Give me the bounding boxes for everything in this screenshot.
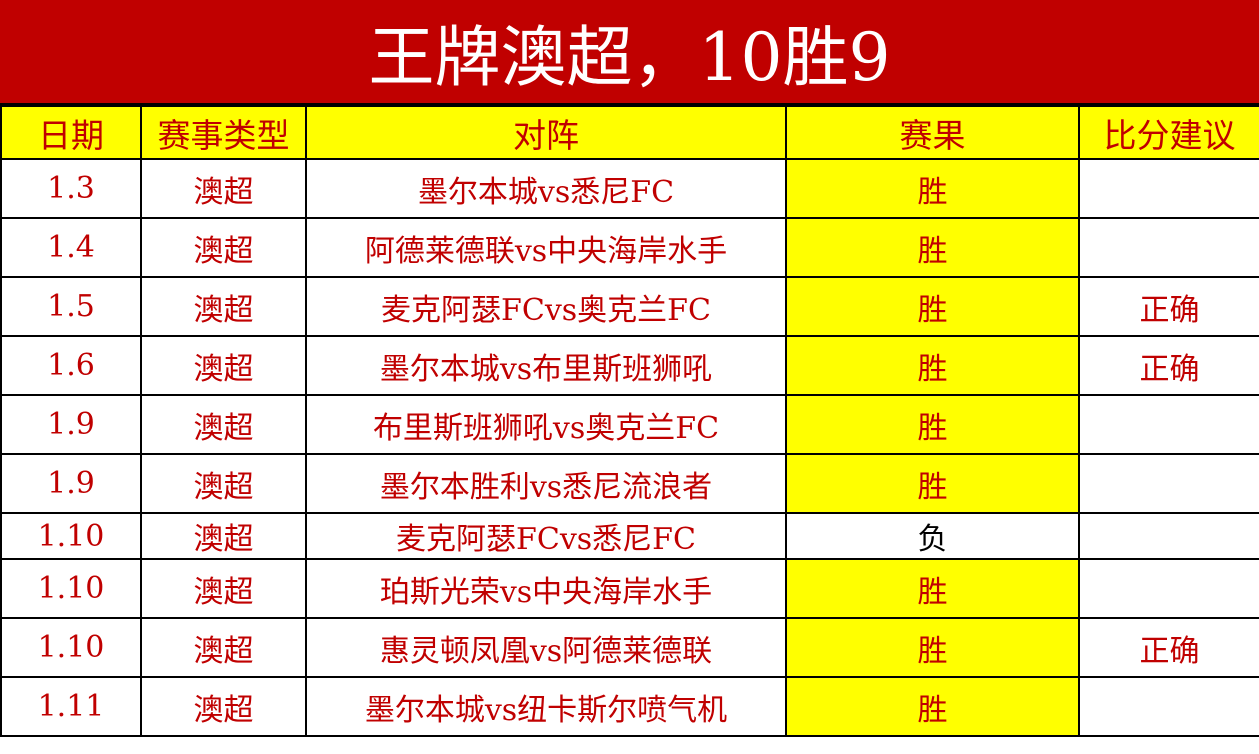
table-row: 1.5 澳超 麦克阿瑟FCvs奥克兰FC 胜正确 — [0, 276, 1259, 337]
date-cell: 1.5 — [0, 276, 142, 337]
advice-cell: 正确 — [1078, 276, 1259, 337]
advice-cell: 正确 — [1078, 335, 1259, 396]
advice-cell — [1078, 217, 1259, 278]
advice-cell — [1078, 453, 1259, 514]
table-row: 1.6 澳超 墨尔本城vs布里斯班狮吼胜正确 — [0, 335, 1259, 396]
type-cell: 澳超 — [140, 453, 307, 514]
match-cell: 麦克阿瑟FCvs悉尼FC — [305, 512, 787, 560]
table-row: 1.10 澳超 麦克阿瑟FCvs悉尼FC 负 — [0, 512, 1259, 560]
result-cell: 胜 — [785, 453, 1080, 514]
type-cell: 澳超 — [140, 617, 307, 678]
type-cell: 澳超 — [140, 394, 307, 455]
type-cell: 澳超 — [140, 276, 307, 337]
type-cell: 澳超 — [140, 335, 307, 396]
date-cell: 1.10 — [0, 512, 142, 560]
header-row: 日期 赛事类型 对阵 赛果 比分建议 — [0, 105, 1259, 160]
advice-cell — [1078, 394, 1259, 455]
result-cell: 胜 — [785, 276, 1080, 337]
type-cell: 澳超 — [140, 676, 307, 737]
result-cell: 胜 — [785, 394, 1080, 455]
date-cell: 1.9 — [0, 394, 142, 455]
table-row: 1.9 澳超 布里斯班狮吼vs奥克兰FC 胜 — [0, 394, 1259, 455]
table-row: 1.10 澳超 惠灵顿凤凰vs阿德莱德联胜正确 — [0, 617, 1259, 678]
date-cell: 1.6 — [0, 335, 142, 396]
header-date: 日期 — [0, 105, 142, 160]
table-row: 1.10 澳超 珀斯光荣vs中央海岸水手胜 — [0, 558, 1259, 619]
type-cell: 澳超 — [140, 512, 307, 560]
match-cell: 布里斯班狮吼vs奥克兰FC — [305, 394, 787, 455]
table-row: 1.11 澳超 墨尔本城vs纽卡斯尔喷气机胜 — [0, 676, 1259, 737]
advice-cell — [1078, 512, 1259, 560]
header-result: 赛果 — [785, 105, 1080, 160]
date-cell: 1.4 — [0, 217, 142, 278]
type-cell: 澳超 — [140, 158, 307, 219]
date-cell: 1.3 — [0, 158, 142, 219]
result-cell: 负 — [785, 512, 1080, 560]
advice-cell — [1078, 558, 1259, 619]
result-cell: 胜 — [785, 676, 1080, 737]
table-row: 1.9 澳超 墨尔本胜利vs悉尼流浪者胜 — [0, 453, 1259, 514]
match-cell: 墨尔本胜利vs悉尼流浪者 — [305, 453, 787, 514]
match-cell: 惠灵顿凤凰vs阿德莱德联 — [305, 617, 787, 678]
date-cell: 1.10 — [0, 617, 142, 678]
date-cell: 1.10 — [0, 558, 142, 619]
match-cell: 麦克阿瑟FCvs奥克兰FC — [305, 276, 787, 337]
match-cell: 珀斯光荣vs中央海岸水手 — [305, 558, 787, 619]
result-cell: 胜 — [785, 158, 1080, 219]
results-table: 日期 赛事类型 对阵 赛果 比分建议 1.3 澳超 墨尔本城vs悉尼FC 胜 1.4 澳超… — [0, 105, 1259, 737]
result-cell: 胜 — [785, 217, 1080, 278]
match-cell: 墨尔本城vs布里斯班狮吼 — [305, 335, 787, 396]
match-cell: 墨尔本城vs悉尼FC — [305, 158, 787, 219]
advice-cell — [1078, 676, 1259, 737]
advice-cell: 正确 — [1078, 617, 1259, 678]
match-cell: 墨尔本城vs纽卡斯尔喷气机 — [305, 676, 787, 737]
header-match: 对阵 — [305, 105, 787, 160]
table-row: 1.3 澳超 墨尔本城vs悉尼FC 胜 — [0, 158, 1259, 219]
result-cell: 胜 — [785, 335, 1080, 396]
header-type: 赛事类型 — [140, 105, 307, 160]
date-cell: 1.11 — [0, 676, 142, 737]
match-cell: 阿德莱德联vs中央海岸水手 — [305, 217, 787, 278]
result-cell: 胜 — [785, 617, 1080, 678]
type-cell: 澳超 — [140, 217, 307, 278]
table-row: 1.4 澳超 阿德莱德联vs中央海岸水手胜 — [0, 217, 1259, 278]
header-advice: 比分建议 — [1078, 105, 1259, 160]
page-title: 王牌澳超，10胜9 — [0, 0, 1259, 105]
type-cell: 澳超 — [140, 558, 307, 619]
date-cell: 1.9 — [0, 453, 142, 514]
result-cell: 胜 — [785, 558, 1080, 619]
advice-cell — [1078, 158, 1259, 219]
